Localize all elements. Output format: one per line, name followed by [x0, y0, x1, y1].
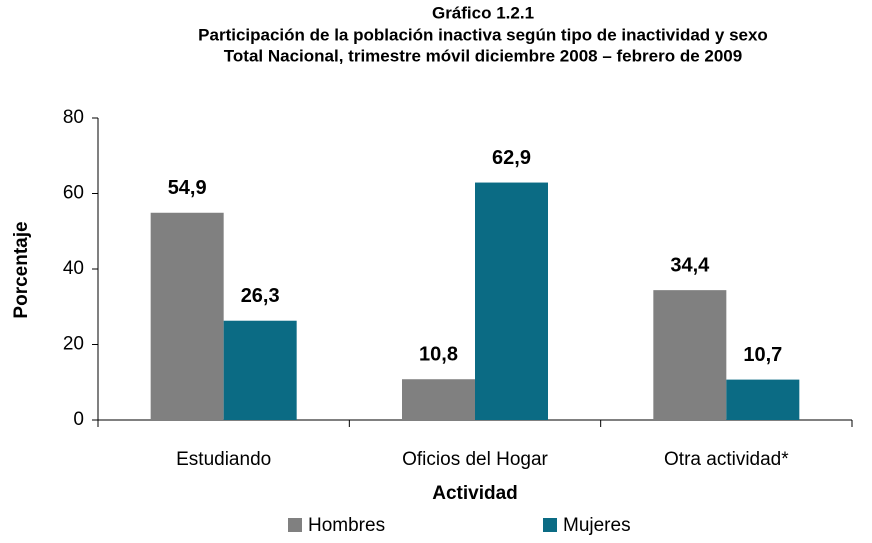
bar [402, 379, 475, 420]
x-tick-label: Estudiando [176, 449, 271, 470]
x-tick-label: Oficios del Hogar [402, 449, 548, 470]
legend-swatch [288, 518, 302, 532]
y-tick-label: 0 [73, 409, 84, 430]
x-axis-title: Actividad [432, 483, 518, 504]
chart-title: Gráfico 1.2.1 [432, 3, 534, 22]
bar [653, 290, 727, 420]
bar [726, 379, 800, 420]
chart-title: Participación de la población inactiva s… [198, 25, 768, 44]
y-tick-label: 80 [63, 107, 84, 128]
value-label: 34,4 [670, 254, 710, 276]
value-label: 10,7 [743, 344, 782, 366]
bar [223, 320, 297, 420]
bar [150, 212, 224, 420]
value-label: 54,9 [168, 177, 207, 199]
value-label: 26,3 [241, 285, 280, 307]
y-tick-label: 60 [63, 183, 84, 204]
y-axis-title: Porcentaje [11, 221, 32, 318]
y-tick-label: 20 [63, 334, 84, 355]
value-label: 10,8 [419, 344, 458, 366]
y-tick-label: 40 [63, 258, 84, 279]
legend-label: Mujeres [563, 515, 631, 536]
chart-title: Total Nacional, trimestre móvil diciembr… [224, 46, 742, 65]
legend-label: Hombres [308, 515, 385, 536]
x-tick-label: Otra actividad* [664, 449, 789, 470]
bar [475, 182, 548, 420]
value-label: 62,9 [492, 147, 531, 169]
legend-swatch [543, 518, 557, 532]
